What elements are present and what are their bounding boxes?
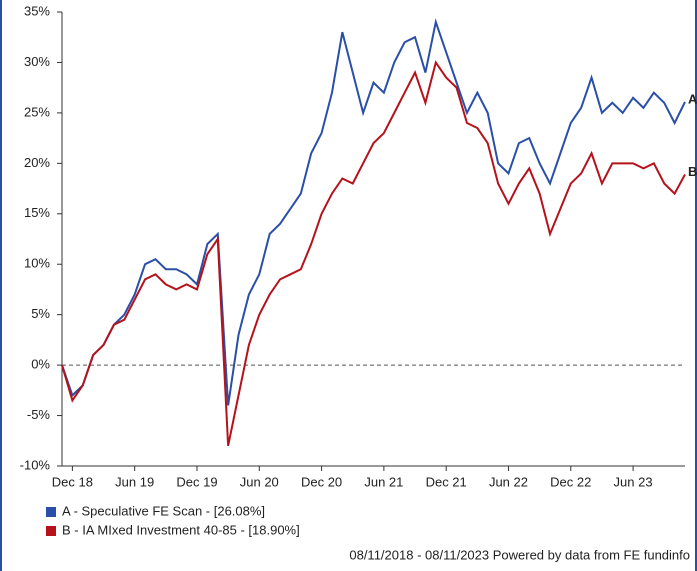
- series-end-label: B: [688, 164, 697, 179]
- x-tick-label: Jun 23: [614, 474, 653, 489]
- y-tick-label: -10%: [20, 457, 51, 472]
- x-tick-label: Dec 20: [301, 474, 342, 489]
- y-tick-label: 30%: [24, 54, 50, 69]
- x-tick-label: Dec 19: [176, 474, 217, 489]
- series-end-label: A: [688, 91, 697, 106]
- y-tick-label: 20%: [24, 155, 50, 170]
- x-tick-label: Jun 22: [489, 474, 528, 489]
- footer: 08/11/2018 - 08/11/2023 Powered by data …: [349, 547, 690, 562]
- x-tick-label: Jun 20: [240, 474, 279, 489]
- y-tick-label: 0%: [31, 357, 50, 372]
- x-tick-label: Dec 22: [550, 474, 591, 489]
- x-tick-label: Dec 18: [52, 474, 93, 489]
- y-tick-label: 15%: [24, 205, 50, 220]
- y-tick-label: -5%: [27, 407, 51, 422]
- y-tick-label: 10%: [24, 256, 50, 271]
- x-tick-label: Jun 19: [115, 474, 154, 489]
- legend-label: B - IA MIxed Investment 40-85 - [18.90%]: [62, 522, 300, 537]
- y-tick-label: 5%: [31, 306, 50, 321]
- legend-swatch: [46, 507, 56, 517]
- series-line: [61, 60, 686, 447]
- x-tick-label: Dec 21: [426, 474, 467, 489]
- legend-swatch: [46, 526, 56, 536]
- series-line: [61, 18, 686, 406]
- legend-label: A - Speculative FE Scan - [26.08%]: [62, 503, 265, 518]
- y-tick-label: 35%: [24, 3, 50, 18]
- x-tick-label: Jun 21: [364, 474, 403, 489]
- y-tick-label: 25%: [24, 104, 50, 119]
